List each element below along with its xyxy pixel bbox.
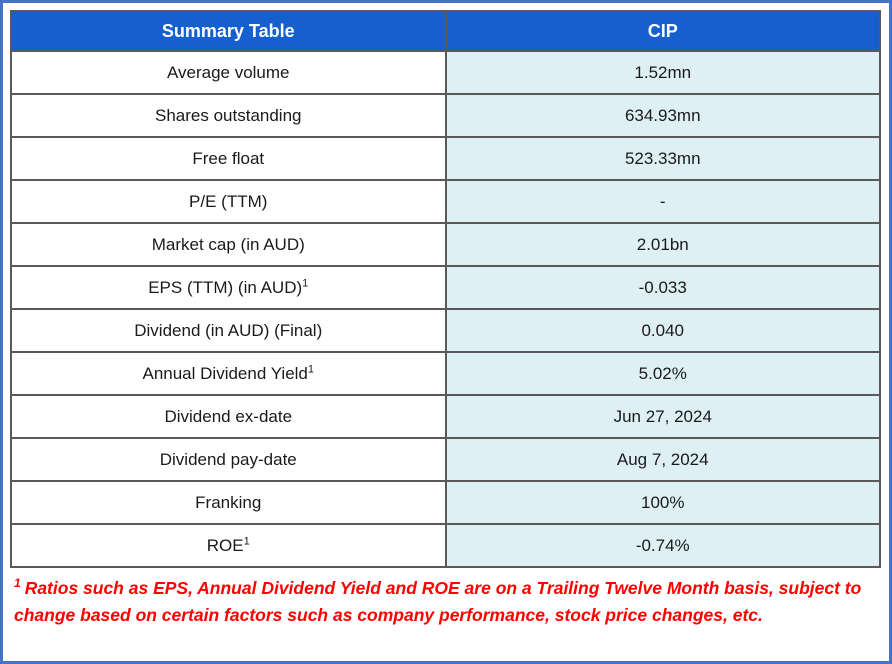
summary-table-body: Average volume 1.52mn Shares outstanding 63… (10, 50, 881, 568)
table-row: Dividend ex-date Jun 27, 2024 (10, 394, 881, 439)
row-label-cell: Dividend ex-date (10, 394, 447, 439)
row-value-cell: - (444, 179, 881, 224)
table-row: Free float 523.33mn (10, 136, 881, 181)
row-value-cell: Jun 27, 2024 (444, 394, 881, 439)
row-label-cell: ROE1 (10, 523, 447, 568)
label-superscript: 1 (302, 276, 309, 289)
table-row: Average volume 1.52mn (10, 50, 881, 95)
table-row: Franking 100% (10, 480, 881, 525)
row-label-cell: EPS (TTM) (in AUD)1 (10, 265, 447, 310)
row-label-cell: Dividend pay-date (10, 437, 447, 482)
table-row: Shares outstanding 634.93mn (10, 93, 881, 138)
header-row: Summary Table CIP (10, 10, 881, 52)
table-row: Dividend pay-date Aug 7, 2024 (10, 437, 881, 482)
footnote: 1 Ratios such as EPS, Annual Dividend Yie… (10, 573, 881, 628)
row-value-cell: 1.52mn (444, 50, 881, 95)
header-cell-cip: CIP (444, 10, 881, 52)
row-value-cell: 100% (444, 480, 881, 525)
row-label-cell: Annual Dividend Yield1 (10, 351, 447, 396)
table-row: Annual Dividend Yield1 5.02% (10, 351, 881, 396)
table-row: Dividend (in AUD) (Final) 0.040 (10, 308, 881, 353)
footnote-text: Ratios such as EPS, Annual Dividend Yiel… (14, 578, 862, 625)
table-row: Market cap (in AUD) 2.01bn (10, 222, 881, 267)
row-label-cell: Average volume (10, 50, 447, 95)
row-value-cell: -0.033 (444, 265, 881, 310)
table-row: EPS (TTM) (in AUD)1 -0.033 (10, 265, 881, 310)
row-label-cell: Market cap (in AUD) (10, 222, 447, 267)
header-cell-summary-table: Summary Table (10, 10, 447, 52)
row-value-cell: Aug 7, 2024 (444, 437, 881, 482)
row-value-cell: -0.74% (444, 523, 881, 568)
row-label-cell: Shares outstanding (10, 93, 447, 138)
row-value-cell: 0.040 (444, 308, 881, 353)
table-row: P/E (TTM) - (10, 179, 881, 224)
footnote-superscript: 1 (14, 576, 21, 591)
row-value-cell: 523.33mn (444, 136, 881, 181)
label-superscript: 1 (243, 534, 250, 547)
row-label-cell: Free float (10, 136, 447, 181)
row-value-cell: 2.01bn (444, 222, 881, 267)
summary-table-head: Summary Table CIP (10, 10, 881, 52)
row-label-cell: P/E (TTM) (10, 179, 447, 224)
row-value-cell: 634.93mn (444, 93, 881, 138)
table-row: ROE1 -0.74% (10, 523, 881, 568)
summary-table: Summary Table CIP Average volume 1.52mn Sh… (10, 10, 881, 568)
row-value-cell: 5.02% (444, 351, 881, 396)
label-superscript: 1 (307, 362, 315, 375)
row-label-cell: Franking (10, 480, 447, 525)
row-label-cell: Dividend (in AUD) (Final) (10, 308, 447, 353)
